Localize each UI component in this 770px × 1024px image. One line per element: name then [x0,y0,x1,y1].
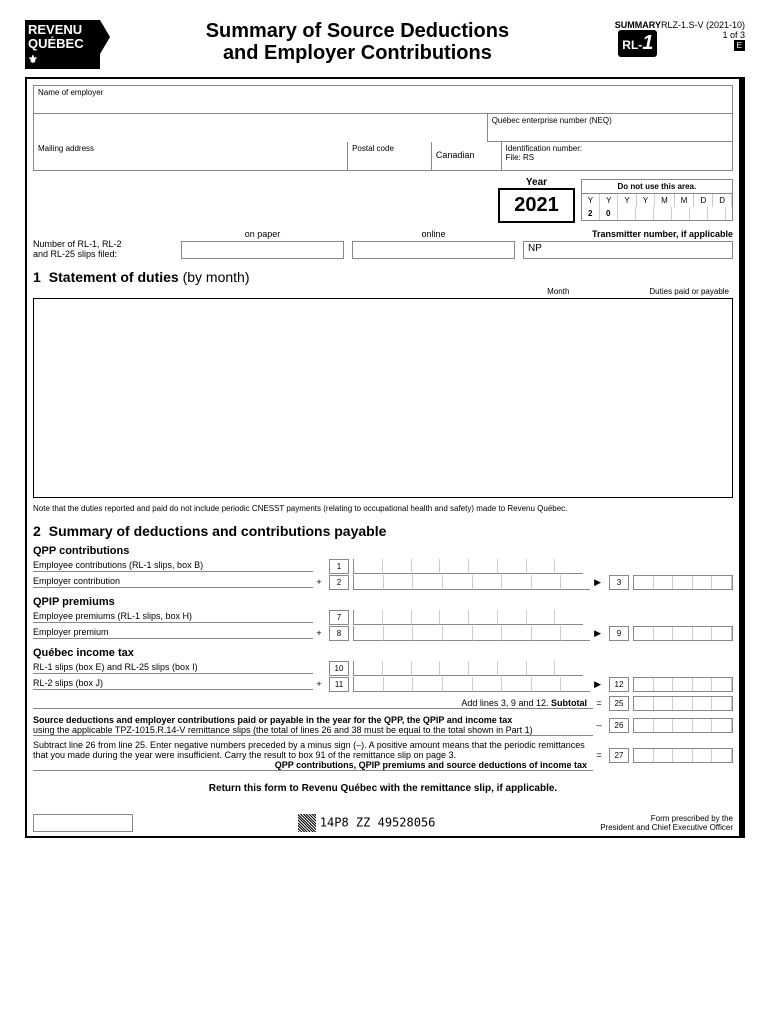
line-1-field[interactable] [353,559,583,574]
neq-field[interactable]: Québec enterprise number (NEQ) [488,114,732,142]
paper-slips-input[interactable] [181,241,344,259]
duties-by-month-box[interactable] [33,298,733,498]
footer-field[interactable] [33,814,133,832]
line-2-field[interactable] [353,575,590,590]
transmitter-input[interactable]: NP [523,241,733,259]
revenu-quebec-logo: REVENU QUÉBEC ⚜ [25,20,100,69]
barcode-icon [298,814,316,832]
employer-name-field[interactable]: Name of employer [34,86,732,114]
canadian-label: Canadian [432,142,502,170]
line-7-field[interactable] [353,610,583,625]
line-10-field[interactable] [353,661,583,676]
line-27-field[interactable] [633,748,733,763]
line-9-field[interactable] [633,626,733,641]
line-8-field[interactable] [353,626,590,641]
line-11-field[interactable] [353,677,590,692]
form-codes: RLZ-1.S-V (2021-10) 1 of 3 E [661,20,745,51]
do-not-use-area: Do not use this area. YYYY MMDD 20 [581,179,733,221]
line-26-field[interactable] [633,718,733,733]
line-12-field[interactable] [633,677,733,692]
qpip-heading: QPIP premiums [33,596,733,608]
line-3-field[interactable] [633,575,733,590]
slips-row: Number of RL-1, RL-2and RL-25 slips file… [33,229,733,259]
id-field[interactable]: Identification number: File: RS [502,142,732,170]
postal-field[interactable]: Postal code [348,142,432,170]
year-box: 2021 [498,188,575,223]
online-slips-input[interactable] [352,241,515,259]
form-footer: 14P8 ZZ 49528056 Form prescribed by theP… [33,814,733,832]
form-title: Summary of Source Deductionsand Employer… [100,20,615,64]
year-row: Year 2021 Do not use this area. YYYY MMD… [33,177,733,223]
main-content: Name of employer Québec enterprise numbe… [25,77,745,838]
employer-info-box: Name of employer Québec enterprise numbe… [33,85,733,171]
qpp-heading: QPP contributions [33,545,733,557]
section-2-heading: 2Summary of deductions and contributions… [33,523,733,539]
rl-badge: SUMMARY RL-1 [615,20,661,57]
line-25-field[interactable] [633,696,733,711]
address-field[interactable]: Mailing address [34,142,348,170]
form-header: REVENU QUÉBEC ⚜ Summary of Source Deduct… [25,20,745,69]
cnesst-note: Note that the duties reported and paid d… [33,504,733,513]
return-note: Return this form to Revenu Québec with t… [33,783,733,794]
section-1-heading: 1Statement of duties (by month) [33,269,733,285]
qit-heading: Québec income tax [33,647,733,659]
